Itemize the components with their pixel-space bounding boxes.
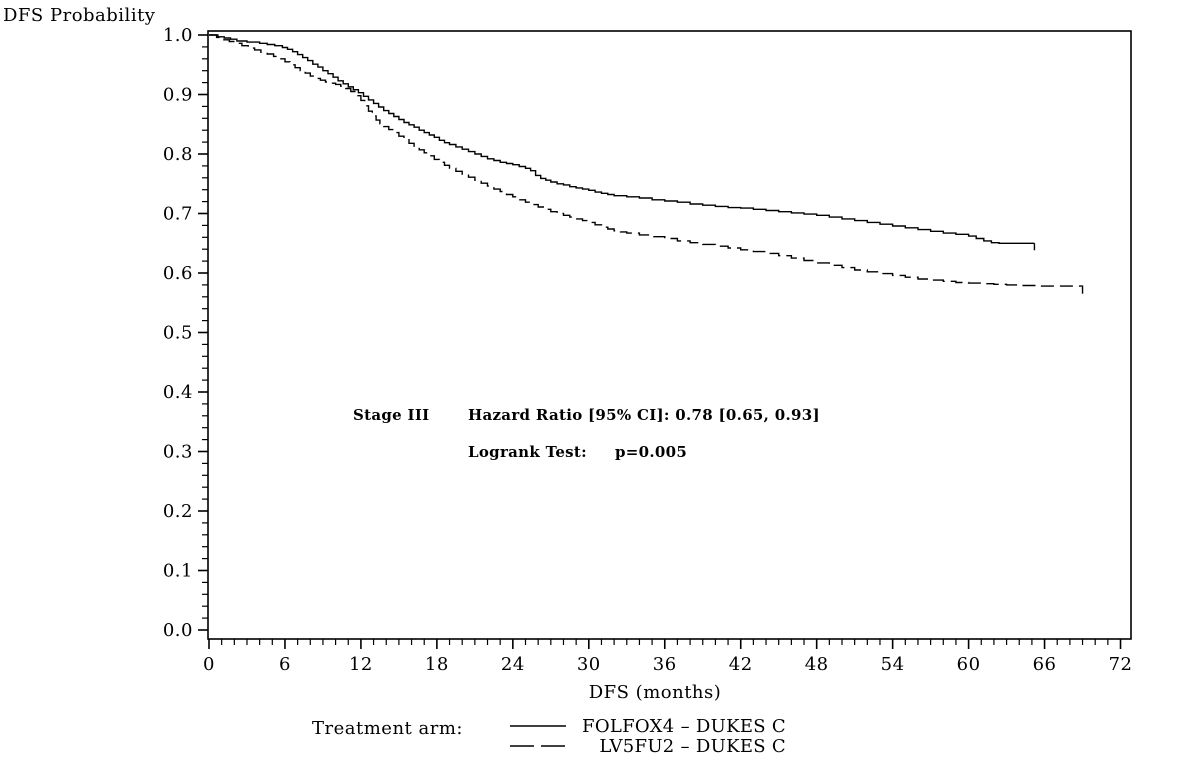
- y-tick-label: 0.0: [163, 620, 193, 641]
- legend-dashed-line-sample: [510, 745, 566, 747]
- annotation-stage-label: Stage III: [353, 406, 430, 424]
- annotation-hazard-ratio: Hazard Ratio [95% CI]: 0.78 [0.65, 0.93]: [468, 406, 820, 424]
- x-tick-label: 60: [957, 654, 981, 675]
- y-tick-label: 0.6: [163, 263, 193, 284]
- legend-title: Treatment arm:: [312, 718, 463, 739]
- legend-entry-label: LV5FU2 – DUKES C: [599, 735, 786, 757]
- y-tick-label: 0.2: [163, 501, 193, 522]
- legend: FOLFOX4 – DUKES C LV5FU2 – DUKES C: [510, 715, 786, 757]
- y-tick-label: 0.9: [163, 85, 193, 106]
- y-tick-label: 0.7: [163, 204, 193, 225]
- x-tick-label: 12: [349, 654, 373, 675]
- plot-frame: [207, 30, 1132, 640]
- y-tick-label: 0.3: [163, 442, 193, 463]
- x-tick-label: 48: [805, 654, 829, 675]
- y-axis-title: DFS Probability: [3, 5, 156, 26]
- x-tick-label: 6: [279, 654, 291, 675]
- series-1-curve: [209, 34, 1084, 287]
- legend-solid-line-sample: [510, 725, 566, 727]
- legend-entry-label: FOLFOX4 – DUKES C: [582, 715, 786, 737]
- x-axis-title: DFS (months): [588, 682, 722, 703]
- x-tick-label: 66: [1033, 654, 1057, 675]
- annotation-logrank-label: Logrank Test:: [468, 443, 587, 461]
- x-tick-label: 36: [653, 654, 677, 675]
- legend-entry-0: FOLFOX4 – DUKES C: [510, 715, 786, 737]
- y-tick-label: 0.1: [163, 561, 193, 582]
- x-tick-label: 18: [425, 654, 449, 675]
- x-tick-label: 42: [729, 654, 753, 675]
- y-tick-label: 0.8: [163, 144, 193, 165]
- annotation-logrank-pvalue: p=0.005: [614, 443, 688, 461]
- x-tick-label: 54: [881, 654, 905, 675]
- y-tick-label: 0.4: [163, 382, 193, 403]
- y-tick-label: 0.5: [163, 323, 193, 344]
- x-tick-label: 72: [1109, 654, 1133, 675]
- annotation-logrank: Logrank Test: p=0.005: [468, 443, 687, 461]
- y-tick-label: 1.0: [163, 25, 193, 46]
- series-0-curve: [209, 34, 1035, 244]
- x-tick-label: 0: [203, 654, 215, 675]
- legend-entry-1: LV5FU2 – DUKES C: [510, 735, 786, 757]
- x-tick-label: 24: [501, 654, 525, 675]
- x-tick-label: 30: [577, 654, 601, 675]
